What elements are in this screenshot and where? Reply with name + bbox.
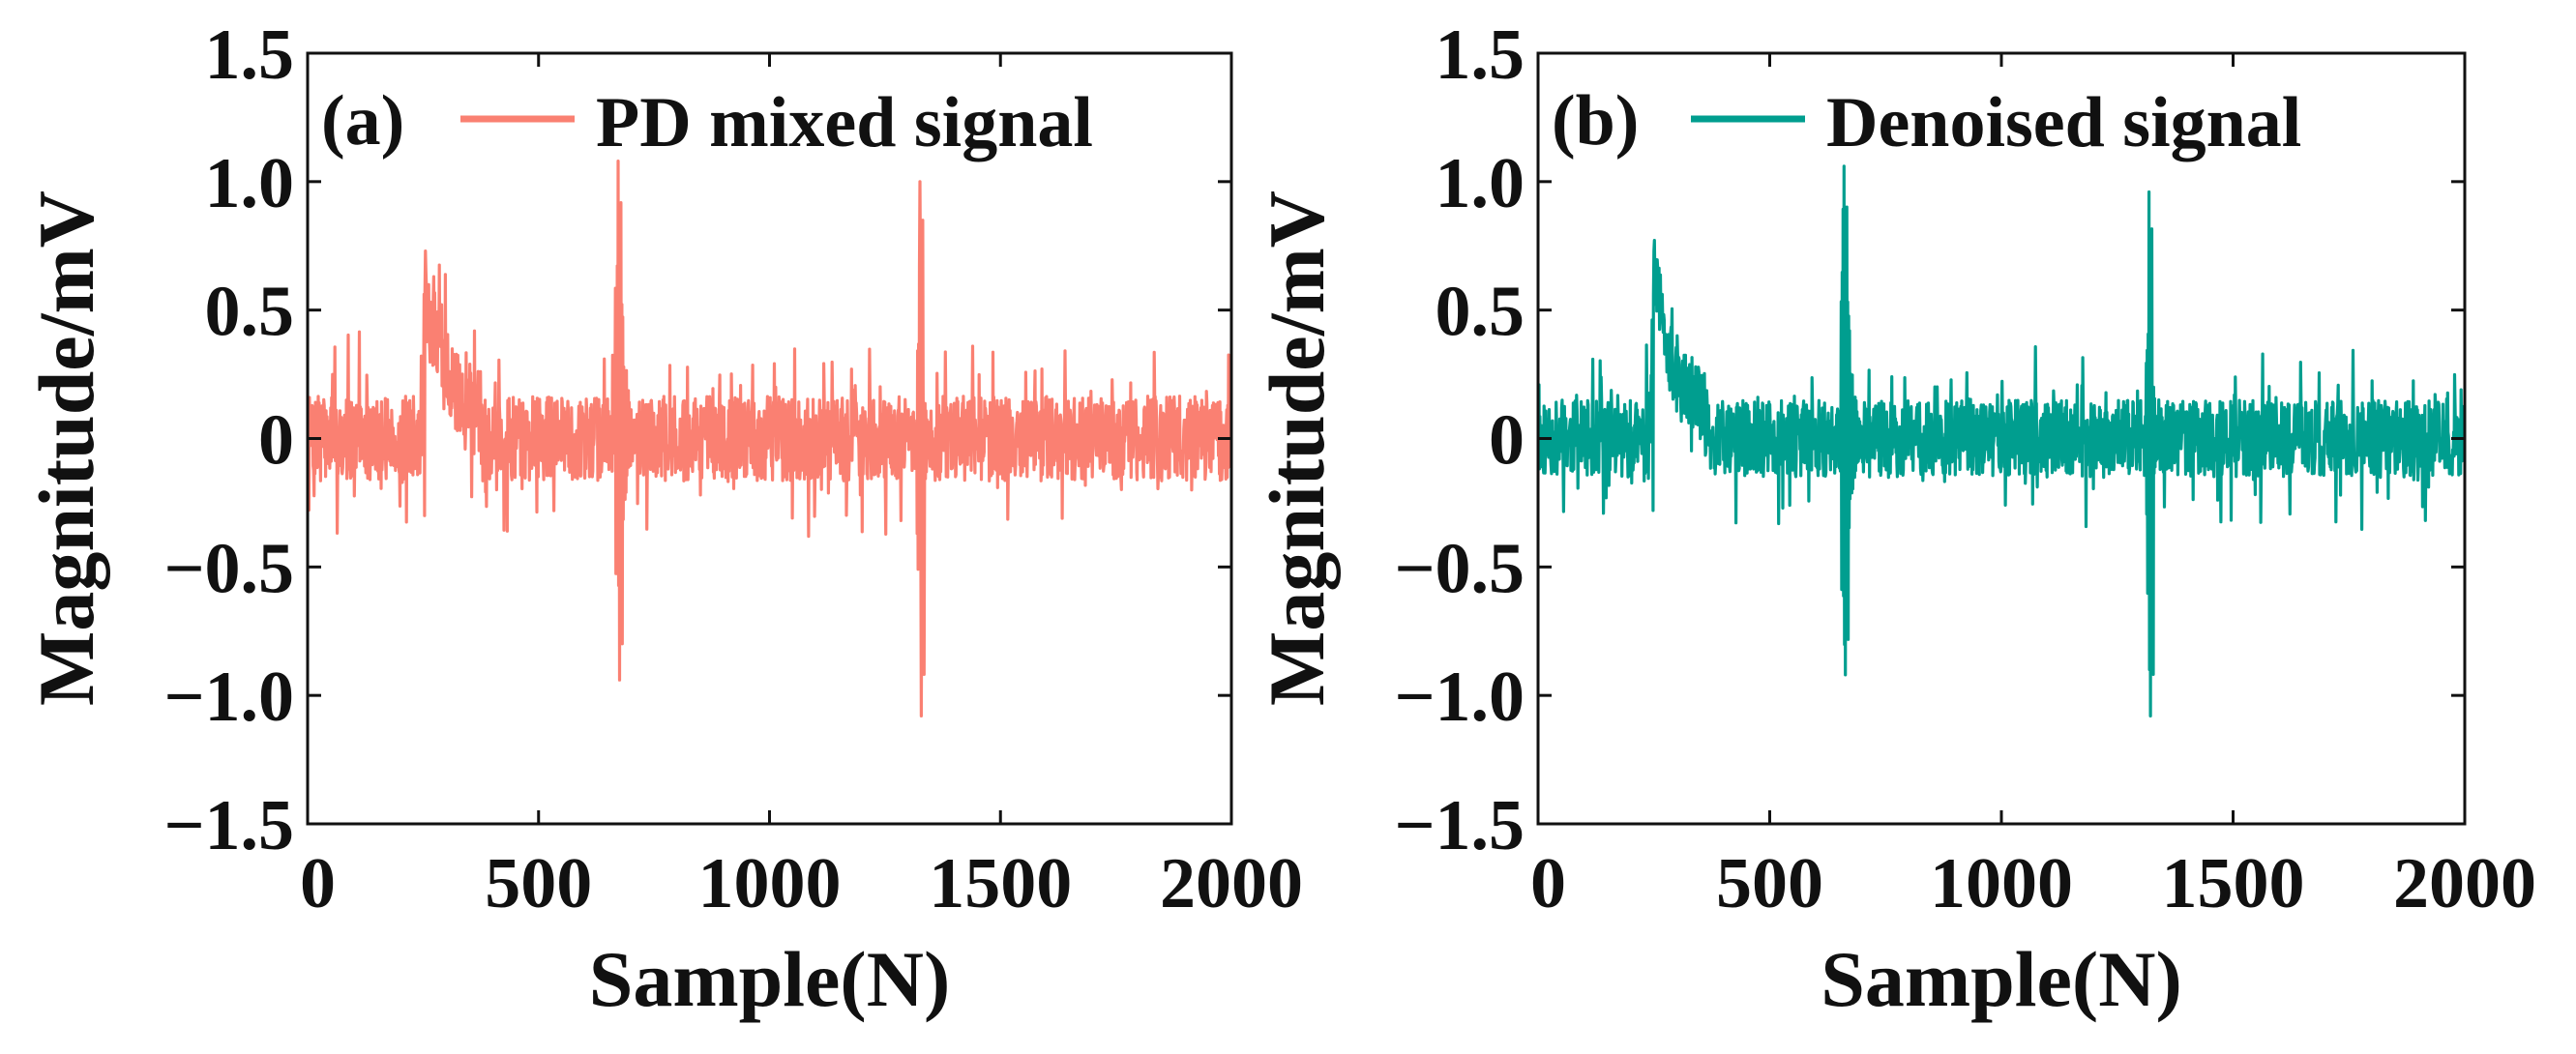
chart-panel-a: 1.51.00.50−0.5−1.0−1.50 500 1000 1500 2000Sa… [22, 15, 1303, 1023]
series-line-denoised-signal [1538, 164, 2465, 717]
x-tick-label: 1500 [929, 844, 1072, 923]
y-tick-label: −0.5 [163, 529, 294, 608]
y-axis-label: Magnitude/mV [22, 190, 110, 706]
chart-panel-b: 1.51.00.50−0.5−1.0−1.50 500 1000 1500 2000Sa… [1253, 15, 2536, 1023]
y-tick-label: −1.5 [1394, 786, 1525, 865]
y-tick-label: −1.0 [163, 658, 294, 737]
y-tick-label: 0 [258, 401, 294, 481]
y-tick-label: 0.5 [205, 273, 295, 352]
y-tick-label: 1.0 [1436, 144, 1525, 223]
y-tick-label: 1.5 [1436, 15, 1525, 95]
y-tick-label: 1.0 [205, 144, 295, 223]
x-tick-label: 0 [1530, 844, 1566, 923]
y-axis-label: Magnitude/mV [1253, 190, 1341, 706]
y-tick-label: 0 [1489, 401, 1525, 481]
x-tick-label: 500 [485, 844, 592, 923]
x-tick-label: 0 [300, 844, 336, 923]
panel-label: (b) [1552, 81, 1639, 161]
y-tick-label: 1.5 [205, 15, 295, 95]
legend-label: Denoised signal [1826, 83, 2301, 162]
y-tick-label: −1.0 [1394, 658, 1525, 737]
panel-label: (a) [321, 81, 404, 161]
series-line-pd-mixed-signal [308, 160, 1231, 717]
x-tick-label: 1000 [1930, 844, 2073, 923]
x-tick-label: 500 [1716, 844, 1823, 923]
x-axis-label: Sample(N) [1821, 935, 2182, 1023]
legend-label: PD mixed signal [596, 83, 1093, 162]
y-tick-label: 0.5 [1436, 273, 1525, 352]
x-tick-label: 1500 [2162, 844, 2305, 923]
x-tick-label: 2000 [1160, 844, 1303, 923]
x-tick-label: 1000 [698, 844, 842, 923]
y-tick-label: −1.5 [163, 786, 294, 865]
x-axis-label: Sample(N) [589, 935, 951, 1023]
x-tick-label: 2000 [2393, 844, 2536, 923]
y-tick-label: −0.5 [1394, 529, 1525, 608]
